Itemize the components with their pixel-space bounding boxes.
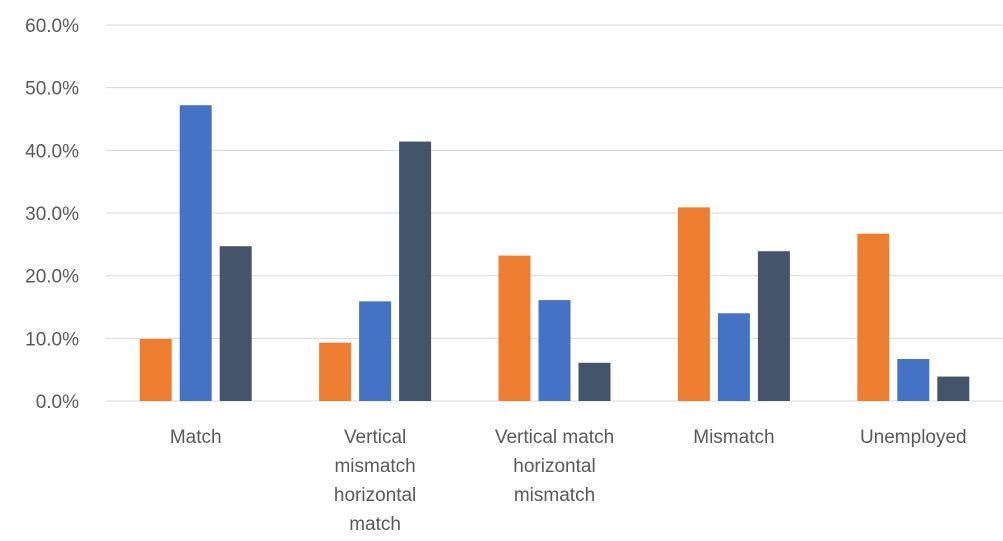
- bar-series-1-category-2: [319, 342, 352, 401]
- bar-series-2-category-4: [717, 313, 750, 401]
- bar-series-3-category-1: [219, 246, 252, 401]
- bar-series-2-category-3: [538, 300, 571, 401]
- x-axis-category-labels: Match Vertical mismatch horizontal matchVert…: [170, 427, 967, 535]
- x-category-label: Unemployed: [860, 427, 967, 448]
- bar-series-1-category-4: [677, 207, 710, 401]
- bar-series-1-category-1: [139, 338, 172, 401]
- y-tick-label: 0.0%: [36, 392, 79, 413]
- y-tick-label: 60.0%: [25, 16, 79, 37]
- x-category-label-line: mismatch: [514, 485, 595, 506]
- y-axis-tick-labels: 0.0% 10.0% 20.0% 30.0% 40.0% 50.0% 60.0%: [25, 16, 79, 413]
- y-tick-label: 50.0%: [25, 79, 79, 100]
- y-tick-label: 10.0%: [25, 329, 79, 350]
- bar-series-2-category-5: [897, 359, 930, 401]
- x-category-label-line: Unemployed: [860, 427, 967, 448]
- y-tick-label: 40.0%: [25, 141, 79, 162]
- x-category-label-line: horizontal: [513, 456, 595, 477]
- x-category-label-line: Vertical match: [495, 427, 614, 448]
- bar-series-1-category-5: [857, 233, 890, 401]
- x-category-label-line: Match: [170, 427, 222, 448]
- x-category-label-line: horizontal: [334, 485, 416, 506]
- bar-series-3-category-4: [757, 251, 790, 401]
- bars: [139, 105, 970, 402]
- x-category-label: Vertical match horizontal mismatch: [495, 427, 614, 506]
- x-category-label: Vertical mismatch horizontal match: [334, 427, 416, 535]
- x-category-label: Mismatch: [693, 427, 774, 448]
- y-tick-label: 20.0%: [25, 267, 79, 288]
- bar-series-2-category-2: [359, 301, 392, 401]
- bar-series-2-category-1: [179, 105, 212, 402]
- x-category-label: Match: [170, 427, 222, 448]
- gridlines: [106, 24, 1003, 402]
- bar-series-3-category-5: [937, 376, 970, 401]
- x-category-label-line: mismatch: [334, 456, 415, 477]
- x-category-label-line: Mismatch: [693, 427, 774, 448]
- x-category-label-line: match: [349, 514, 401, 535]
- bar-series-1-category-3: [498, 255, 531, 401]
- x-category-label-line: Vertical: [344, 427, 406, 448]
- bar-series-3-category-3: [578, 362, 611, 401]
- bar-series-3-category-2: [399, 141, 432, 401]
- y-tick-label: 30.0%: [25, 204, 79, 225]
